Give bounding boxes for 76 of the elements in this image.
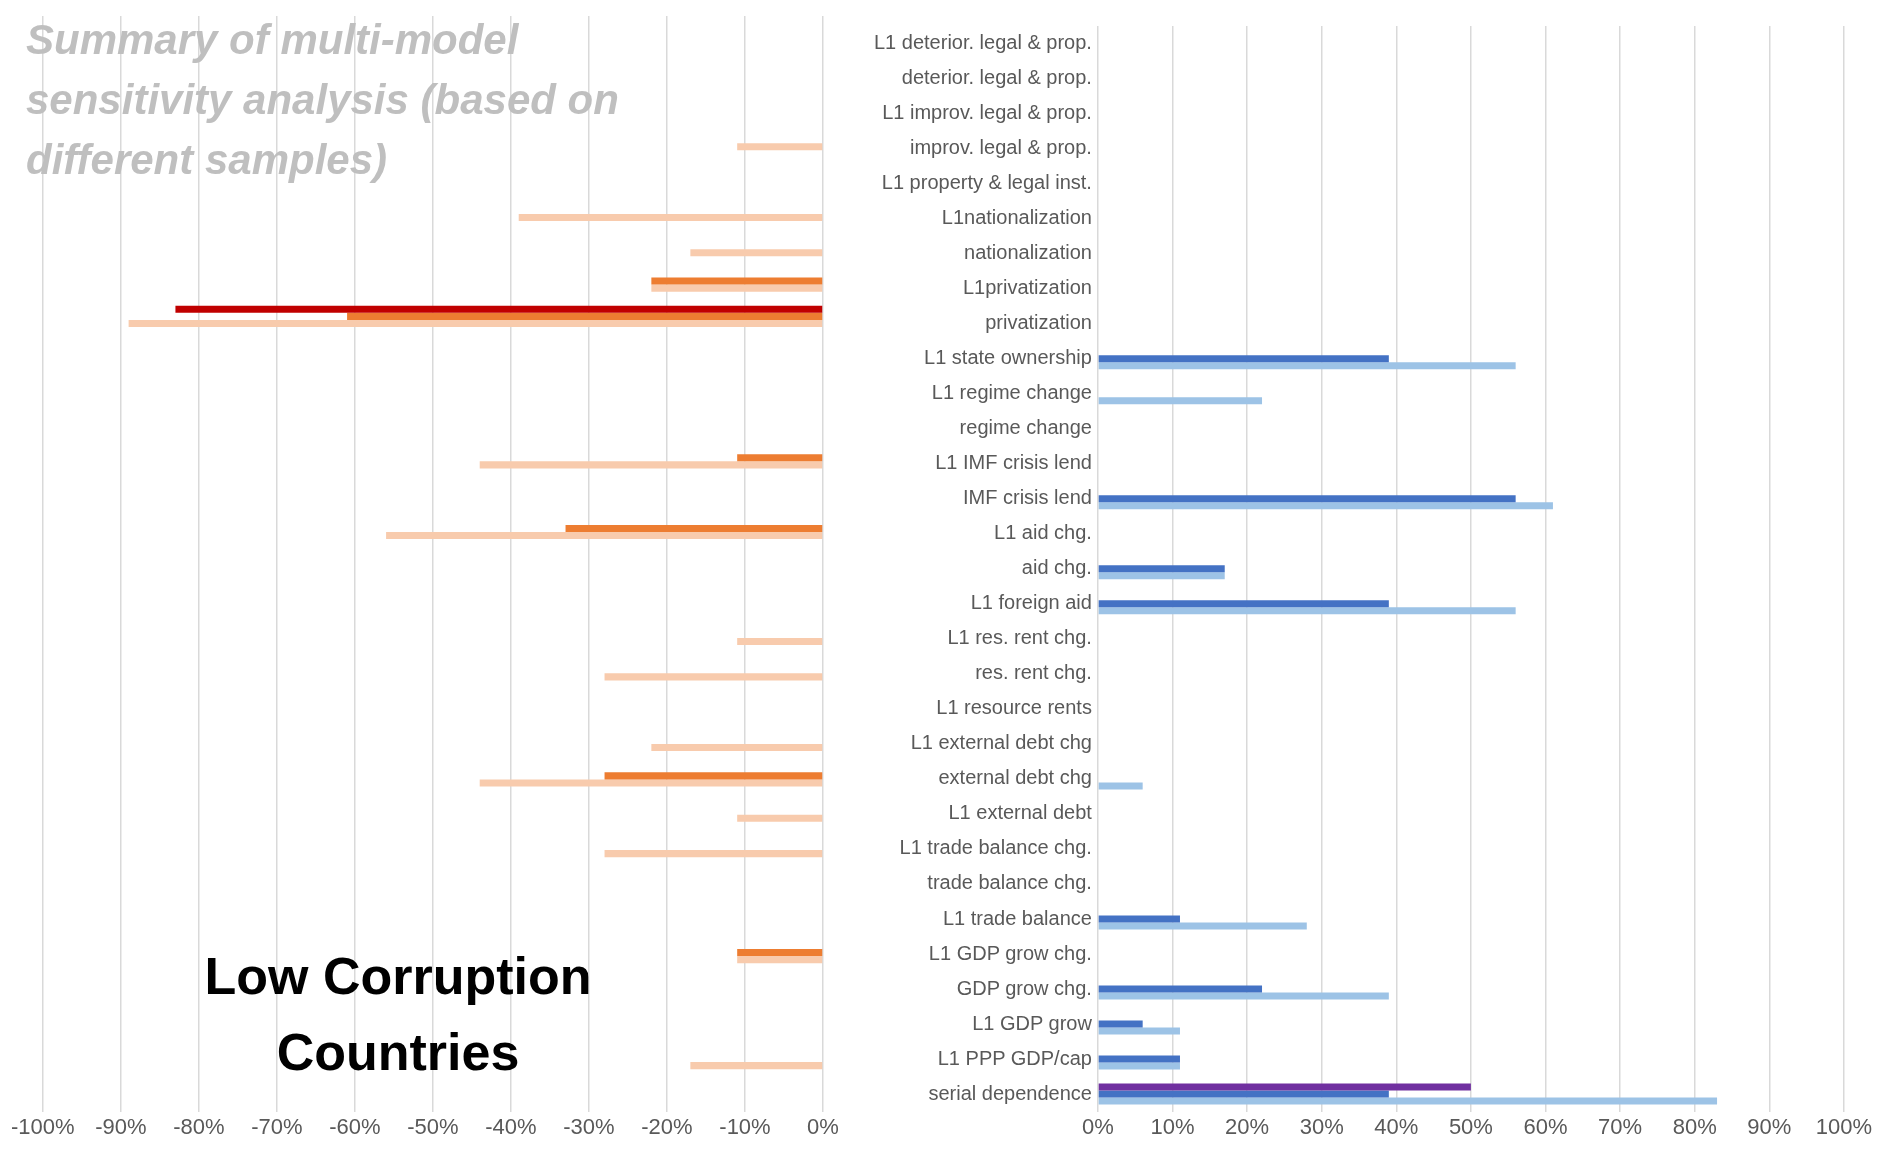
y-tick-label: L1nationalization	[941, 206, 1092, 229]
bar	[1098, 1062, 1180, 1070]
y-tick-label: IMF crisis lend	[963, 486, 1092, 509]
y-tick-label: L1 aid chg.	[994, 521, 1092, 544]
y-tick-label: L1 IMF crisis lend	[935, 451, 1092, 474]
y-tick-label: aid chg.	[1021, 556, 1092, 579]
x-tick-label: 80%	[1672, 1113, 1717, 1139]
y-tick-label: L1 regime change	[931, 381, 1092, 404]
bar	[1098, 782, 1143, 790]
y-tick-label: L1 improv. legal & prop.	[882, 101, 1092, 124]
y-tick-label: L1 deterior. legal & prop.	[874, 31, 1092, 54]
bar	[1098, 1027, 1180, 1035]
y-tick-label: L1 trade balance chg.	[899, 836, 1092, 859]
bar	[1098, 565, 1225, 573]
x-tick-label: -70%	[251, 1113, 303, 1139]
y-tick-label: serial dependence	[928, 1081, 1092, 1104]
y-tick-label: improv. legal & prop.	[909, 136, 1092, 159]
x-tick-label: -100%	[11, 1113, 75, 1139]
y-tick-label: deterior. legal & prop.	[901, 66, 1092, 89]
bar	[1098, 502, 1553, 510]
bar	[1098, 607, 1516, 615]
y-tick-label: external debt chg	[938, 766, 1092, 789]
x-tick-label: -80%	[173, 1113, 225, 1139]
x-tick-label: -90%	[95, 1113, 147, 1139]
y-tick-label: GDP grow chg.	[956, 976, 1092, 999]
x-tick-label: 60%	[1523, 1113, 1568, 1139]
bar	[1098, 915, 1180, 923]
bar	[1098, 1097, 1718, 1105]
x-tick-label: 40%	[1374, 1113, 1419, 1139]
bar	[1098, 362, 1516, 370]
bar	[1098, 600, 1389, 608]
y-tick-label: trade balance chg.	[927, 871, 1092, 894]
x-tick-label: -50%	[407, 1113, 459, 1139]
y-tick-label: L1 res. rent chg.	[947, 626, 1092, 649]
bar	[1098, 397, 1263, 405]
x-tick-label: -10%	[719, 1113, 771, 1139]
y-tick-label: L1 PPP GDP/cap	[937, 1046, 1092, 1069]
y-tick-label: res. rent chg.	[975, 661, 1092, 684]
y-tick-label: nationalization	[964, 241, 1092, 264]
x-tick-label: 30%	[1299, 1113, 1344, 1139]
x-tick-label: 0%	[1082, 1113, 1114, 1139]
annotation: Low Corruption Countries	[203, 946, 593, 1083]
y-tick-label: L1 trade balance	[942, 906, 1092, 929]
bar	[1098, 992, 1389, 1000]
x-tick-label: -20%	[641, 1113, 693, 1139]
y-tick-label: privatization	[985, 311, 1092, 334]
bar	[1098, 495, 1516, 503]
x-tick-label: -60%	[329, 1113, 381, 1139]
y-tick-label: L1 property & legal inst.	[881, 171, 1092, 194]
x-tick-label: -40%	[485, 1113, 537, 1139]
bar	[1098, 985, 1263, 993]
bar	[1098, 1055, 1180, 1063]
y-tick-label: L1 GDP grow chg.	[928, 941, 1092, 964]
x-tick-label: 20%	[1225, 1113, 1270, 1139]
y-tick-label: L1 GDP grow	[972, 1011, 1093, 1034]
x-tick-label: 100%	[1815, 1113, 1873, 1139]
bar	[1098, 572, 1225, 580]
x-tick-label: 0%	[807, 1113, 839, 1139]
bar	[1098, 1083, 1471, 1091]
text: Summary of multi-model sensitivity analysis (based on different samples)	[26, 15, 620, 185]
y-tick-label: L1 external debt chg	[910, 731, 1092, 754]
bar	[1098, 922, 1307, 930]
x-tick-label: 10%	[1150, 1113, 1195, 1139]
bar	[1098, 355, 1389, 363]
x-tick-label: -30%	[563, 1113, 615, 1139]
y-tick-label: L1 foreign aid	[970, 591, 1092, 614]
y-tick-label: L1 external debt	[948, 801, 1093, 824]
x-tick-label: 90%	[1747, 1113, 1792, 1139]
y-tick-label: L1 resource rents	[936, 696, 1092, 719]
bar	[1098, 1020, 1143, 1028]
y-tick-label: regime change	[959, 416, 1092, 439]
y-tick-label: L1 state ownership	[924, 346, 1092, 369]
bar	[1098, 1090, 1389, 1098]
y-tick-label: L1privatization	[962, 276, 1092, 299]
x-tick-label: 50%	[1448, 1113, 1493, 1139]
x-tick-label: 70%	[1598, 1113, 1643, 1139]
